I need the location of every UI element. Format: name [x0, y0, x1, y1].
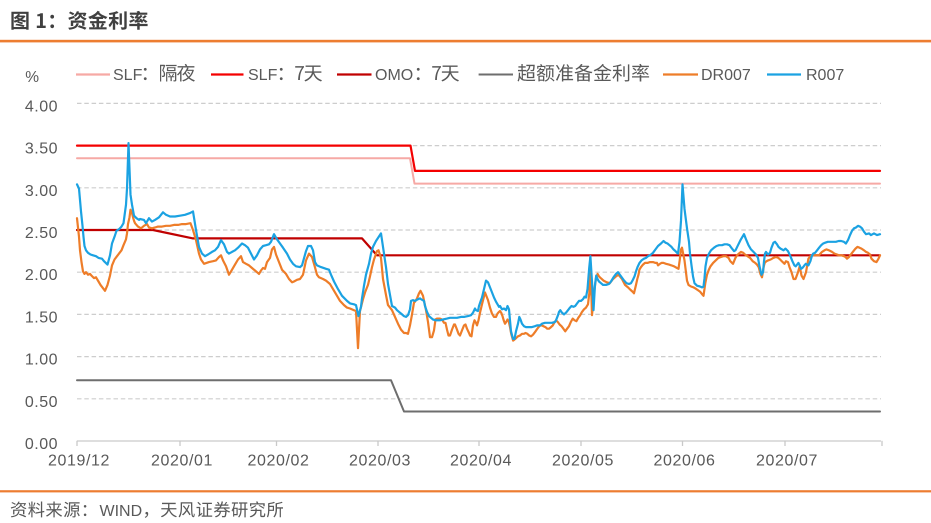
svg-text:1.50: 1.50 — [25, 309, 58, 326]
svg-text:SLF: SLF — [248, 67, 278, 84]
svg-text:2.50: 2.50 — [25, 225, 58, 242]
svg-text:2020/06: 2020/06 — [653, 453, 715, 470]
svg-text:2020/03: 2020/03 — [349, 453, 411, 470]
svg-text:WIND: WIND — [100, 503, 143, 520]
svg-text:0.00: 0.00 — [25, 436, 58, 453]
svg-text:2020/01: 2020/01 — [151, 453, 213, 470]
svg-text:%: % — [25, 69, 39, 86]
svg-text:1.00: 1.00 — [25, 352, 58, 369]
svg-text:2019/12: 2019/12 — [48, 453, 110, 470]
svg-text:3.00: 3.00 — [25, 183, 58, 200]
svg-text:2.00: 2.00 — [25, 267, 58, 284]
svg-text:2020/07: 2020/07 — [756, 453, 818, 470]
svg-text:4.00: 4.00 — [25, 98, 58, 115]
svg-text:SLF: SLF — [113, 67, 143, 84]
svg-text:OMO: OMO — [375, 67, 413, 84]
svg-text:2020/04: 2020/04 — [450, 453, 512, 470]
svg-text:R007: R007 — [806, 67, 844, 84]
svg-text:2020/02: 2020/02 — [247, 453, 309, 470]
svg-text:3.50: 3.50 — [25, 141, 58, 158]
svg-text:DR007: DR007 — [701, 67, 751, 84]
svg-text:2020/05: 2020/05 — [552, 453, 614, 470]
svg-text:0.50: 0.50 — [25, 394, 58, 411]
